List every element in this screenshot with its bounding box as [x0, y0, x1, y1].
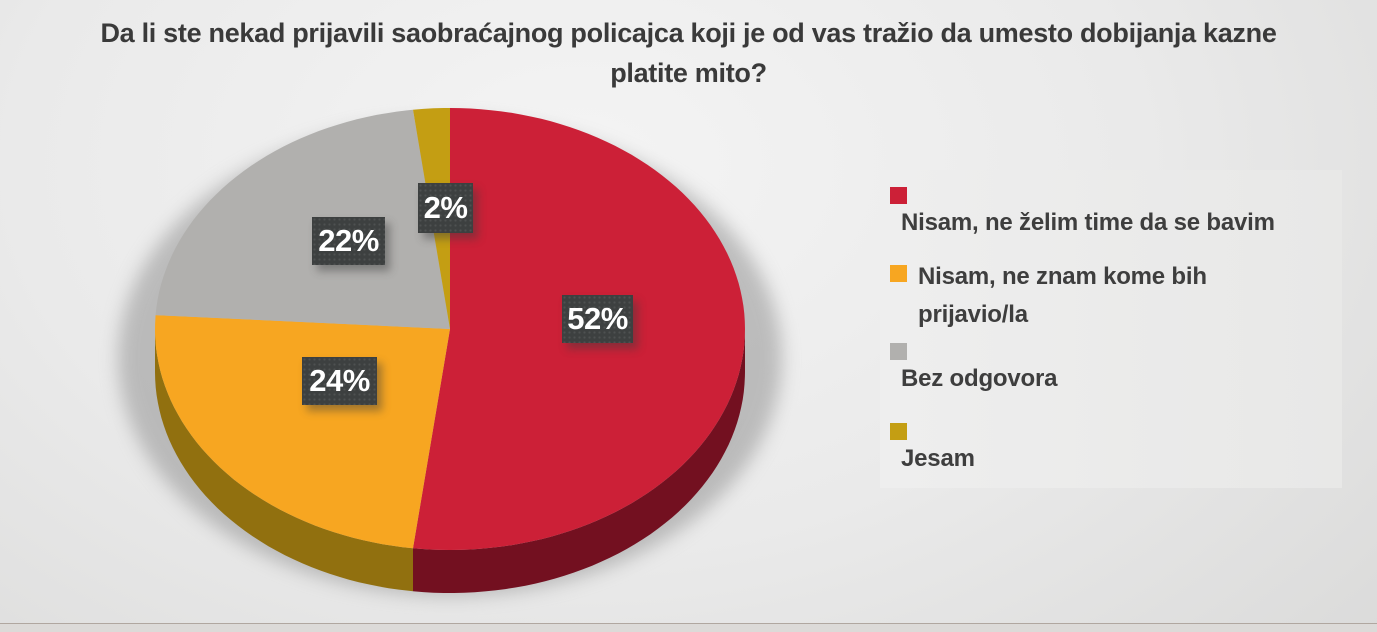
legend-swatch-1 [890, 265, 907, 282]
pie-slice-2 [155, 109, 450, 329]
legend-label-2: Bez odgovora [901, 365, 1058, 392]
pie-slice-side-0 [413, 329, 745, 593]
legend-label-0: Nisam, ne želim time da se bavim [901, 209, 1275, 236]
legend-label-3: Jesam [901, 445, 975, 472]
legend-item-3: Jesam [890, 416, 1371, 478]
legend-item-0: Nisam, ne želim time da se bavim [890, 180, 1371, 242]
legend-panel: Nisam, ne želim time da se bavim Nisam, n… [880, 170, 1342, 488]
pie-data-label-1: 24% [302, 357, 377, 405]
pie-data-label-0: 52% [562, 295, 633, 343]
chart-title: Da li ste nekad prijavili saobraćajnog p… [100, 18, 1277, 88]
slide-bottom-edge [0, 623, 1377, 632]
pie-data-label-2: 22% [312, 217, 385, 265]
legend-label-1: Nisam, ne znam kome bih prijavio/la [918, 263, 1207, 328]
legend-item-2: Bez odgovora [890, 336, 1371, 398]
pie-data-label-3: 2% [418, 183, 473, 233]
pie-slice-side-1 [155, 329, 413, 592]
legend-swatch-2 [890, 343, 907, 360]
legend-item-1: Nisam, ne znam kome bih prijavio/la [890, 258, 1248, 334]
legend-swatch-3 [890, 423, 907, 440]
legend-swatch-0 [890, 187, 907, 204]
